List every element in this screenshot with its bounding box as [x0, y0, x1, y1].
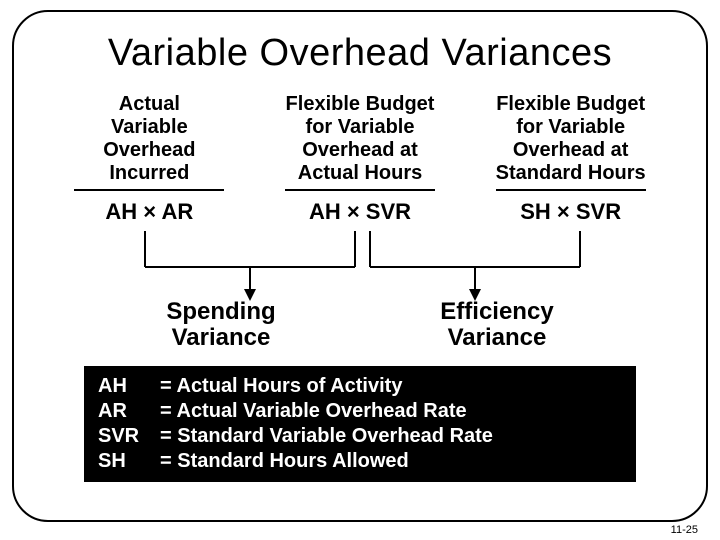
variance-brackets: [50, 227, 670, 303]
column-actual: Actual Variable Overhead Incurred AH × A…: [54, 93, 245, 225]
slide-frame: Variable Overhead Variances Actual Varia…: [12, 10, 708, 522]
column-formula: AH × AR: [105, 199, 193, 225]
column-divider: [74, 189, 224, 191]
legend-def: = Standard Variable Overhead Rate: [160, 424, 493, 449]
column-header: Flexible Budget for Variable Overhead at…: [496, 93, 646, 189]
slide-number: 11-25: [671, 524, 698, 536]
column-flexible-actual-hours: Flexible Budget for Variable Overhead at…: [265, 93, 456, 225]
legend-abbr: SVR: [98, 424, 160, 449]
legend-row: AR = Actual Variable Overhead Rate: [98, 399, 622, 424]
column-flexible-standard-hours: Flexible Budget for Variable Overhead at…: [475, 93, 666, 225]
legend-row: AH = Actual Hours of Activity: [98, 374, 622, 399]
legend-row: SVR = Standard Variable Overhead Rate: [98, 424, 622, 449]
legend-def: = Actual Hours of Activity: [160, 374, 402, 399]
efficiency-variance-label: Efficiency Variance: [440, 299, 553, 352]
legend-box: AH = Actual Hours of Activity AR = Actua…: [84, 366, 636, 482]
legend-abbr: AR: [98, 399, 160, 424]
legend-def: = Actual Variable Overhead Rate: [160, 399, 467, 424]
column-formula: AH × SVR: [309, 199, 411, 225]
columns-row: Actual Variable Overhead Incurred AH × A…: [44, 93, 676, 225]
column-divider: [285, 189, 435, 191]
legend-abbr: SH: [98, 449, 160, 474]
column-header: Flexible Budget for Variable Overhead at…: [286, 93, 435, 189]
column-header: Actual Variable Overhead Incurred: [103, 93, 195, 189]
legend-row: SH = Standard Hours Allowed: [98, 449, 622, 474]
spending-variance-label: Spending Variance: [166, 299, 275, 352]
slide-title: Variable Overhead Variances: [44, 32, 676, 75]
variance-labels-row: Spending Variance Efficiency Variance: [44, 299, 676, 352]
column-formula: SH × SVR: [520, 199, 621, 225]
legend-def: = Standard Hours Allowed: [160, 449, 409, 474]
legend-abbr: AH: [98, 374, 160, 399]
column-divider: [496, 189, 646, 191]
